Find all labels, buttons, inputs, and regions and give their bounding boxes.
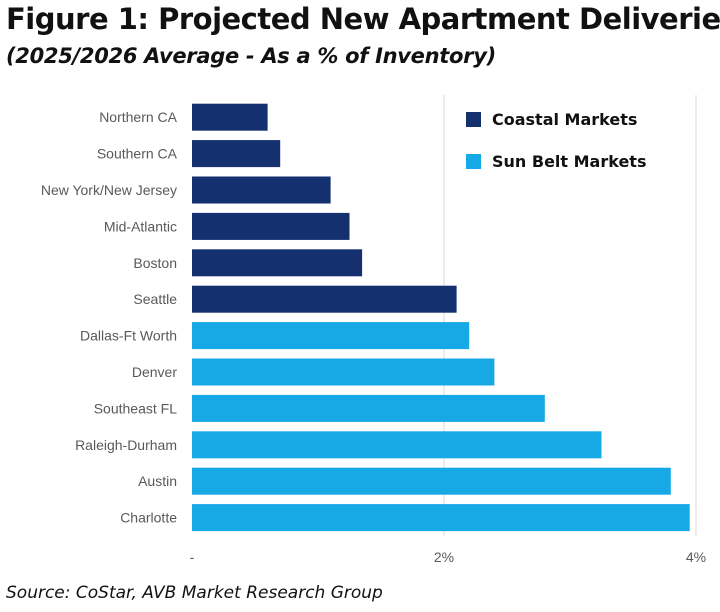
bar xyxy=(192,212,350,240)
grid-layer xyxy=(443,95,697,536)
bar xyxy=(192,467,671,495)
source-note: Source: CoStar, AVB Market Research Grou… xyxy=(6,583,383,603)
legend-label: Sun Belt Markets xyxy=(492,152,646,171)
chart-subtitle: (2025/2026 Average - As a % of Inventory… xyxy=(6,44,496,68)
category-label: Dallas-Ft Worth xyxy=(80,328,177,344)
legend-swatch xyxy=(466,154,481,169)
legend-label: Coastal Markets xyxy=(492,110,637,129)
category-label: Seattle xyxy=(133,291,177,307)
legend-swatch xyxy=(466,112,481,127)
x-tick-label: - xyxy=(190,549,195,565)
category-label: Austin xyxy=(138,473,177,489)
category-label: Boston xyxy=(133,255,177,271)
bar xyxy=(192,394,545,422)
legend: Coastal Markets Sun Belt Markets xyxy=(466,110,646,171)
bar xyxy=(192,322,470,350)
category-label: Mid-Atlantic xyxy=(104,218,177,234)
chart-title: Figure 1: Projected New Apartment Delive… xyxy=(6,2,720,36)
category-labels: Northern CA Southern CA New York/New Jerse… xyxy=(41,109,178,525)
bar xyxy=(192,249,363,277)
bar xyxy=(192,103,268,131)
bar-chart: Northern CA Southern CA New York/New Jerse… xyxy=(41,95,706,565)
bars-layer xyxy=(192,103,690,532)
bar xyxy=(192,285,457,313)
bar xyxy=(192,431,602,459)
category-label: New York/New Jersey xyxy=(41,182,177,198)
category-label: Southern CA xyxy=(97,146,178,162)
category-label: Northern CA xyxy=(99,109,177,125)
x-tick-label: 2% xyxy=(434,549,454,565)
x-tick-label: 4% xyxy=(686,549,706,565)
category-label: Denver xyxy=(132,364,177,380)
category-label: Raleigh-Durham xyxy=(75,437,177,453)
bar xyxy=(192,504,690,532)
bar xyxy=(192,140,281,168)
category-label: Southeast FL xyxy=(94,400,177,416)
bar xyxy=(192,358,495,386)
x-axis-ticks: - 2% 4% xyxy=(190,549,706,565)
category-label: Charlotte xyxy=(120,510,177,526)
bar xyxy=(192,176,331,204)
